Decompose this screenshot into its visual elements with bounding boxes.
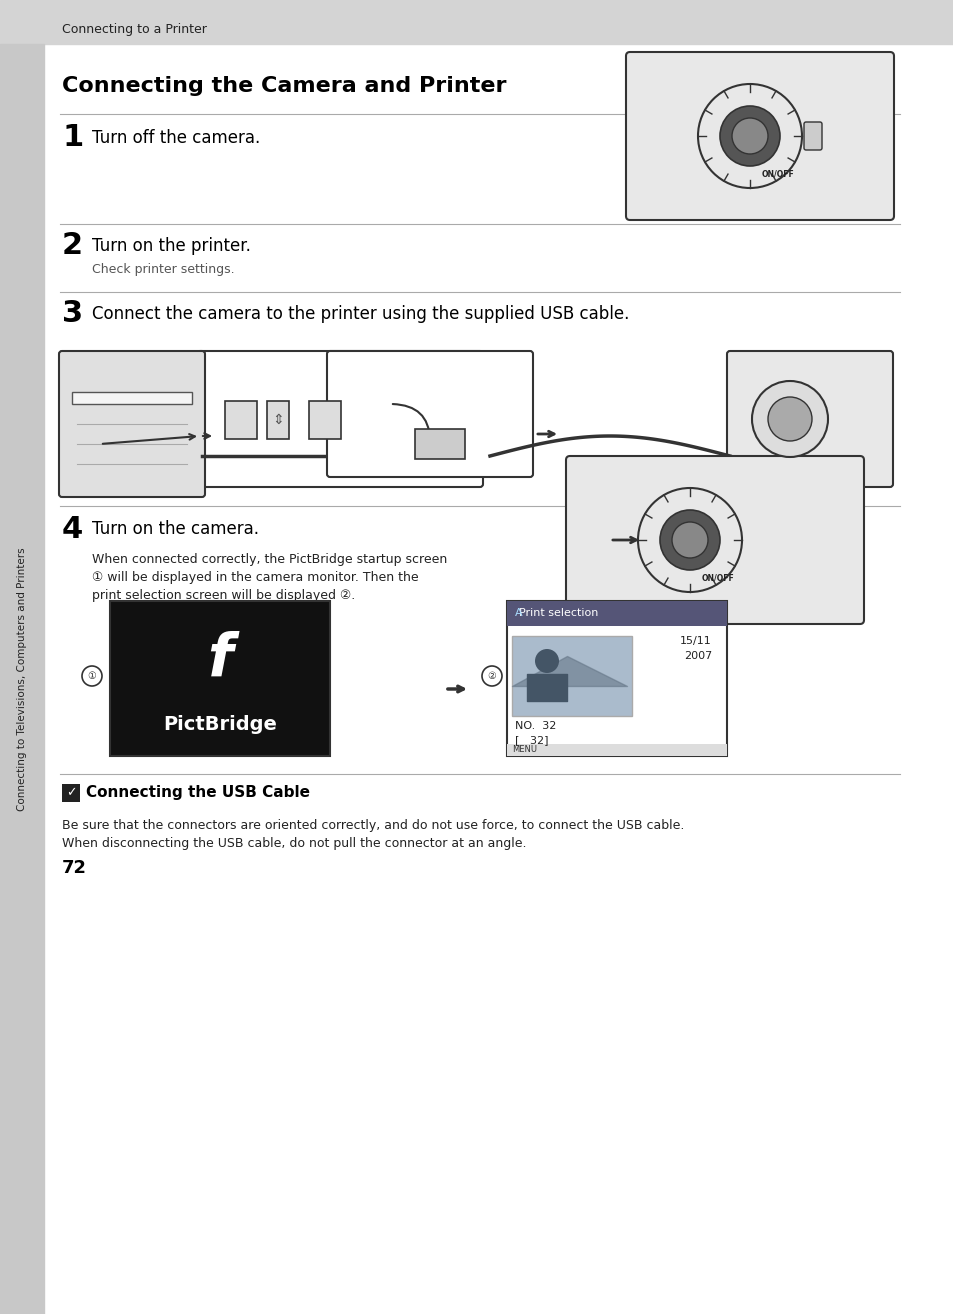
FancyBboxPatch shape: [327, 351, 533, 477]
Bar: [110, 600, 330, 756]
Text: 72: 72: [62, 859, 87, 876]
Text: Connecting to a Printer: Connecting to a Printer: [62, 22, 207, 35]
Text: ①: ①: [88, 671, 96, 681]
Text: When disconnecting the USB cable, do not pull the connector at an angle.: When disconnecting the USB cable, do not…: [62, 837, 526, 850]
Text: Check printer settings.: Check printer settings.: [91, 264, 234, 276]
Bar: [0, 43, 44, 1314]
Text: When connected correctly, the PictBridge startup screen: When connected correctly, the PictBridge…: [91, 552, 447, 565]
Bar: [512, 636, 631, 716]
Text: 3: 3: [62, 300, 83, 328]
Bar: [0, 0, 953, 43]
FancyBboxPatch shape: [565, 456, 863, 624]
Text: ②: ②: [487, 671, 496, 681]
Circle shape: [535, 649, 558, 673]
Text: Connect the camera to the printer using the supplied USB cable.: Connect the camera to the printer using …: [91, 305, 629, 323]
Bar: [71, 392, 192, 403]
Text: [   32]: [ 32]: [515, 735, 548, 745]
Text: Connecting the USB Cable: Connecting the USB Cable: [86, 786, 310, 800]
Bar: [225, 401, 256, 439]
Text: 15/11: 15/11: [679, 636, 711, 646]
Text: Connecting to Televisions, Computers and Printers: Connecting to Televisions, Computers and…: [17, 547, 27, 811]
Text: MENU: MENU: [512, 745, 537, 754]
Circle shape: [767, 397, 811, 442]
Text: 2: 2: [62, 231, 83, 260]
Text: Turn off the camera.: Turn off the camera.: [91, 129, 260, 147]
Bar: [62, 784, 80, 802]
Text: NO.  32: NO. 32: [515, 721, 556, 731]
FancyBboxPatch shape: [59, 351, 205, 497]
Bar: [267, 401, 289, 439]
Text: ON/OFF: ON/OFF: [700, 573, 734, 582]
Bar: [506, 600, 726, 756]
Text: ✓: ✓: [66, 787, 76, 799]
Text: Print selection: Print selection: [518, 608, 598, 618]
Bar: [309, 401, 340, 439]
FancyBboxPatch shape: [726, 351, 892, 487]
Text: print selection screen will be displayed ②.: print selection screen will be displayed…: [91, 589, 355, 602]
Text: f: f: [207, 631, 233, 687]
Circle shape: [671, 522, 707, 558]
Text: Be sure that the connectors are oriented correctly, and do not use force, to con: Be sure that the connectors are oriented…: [62, 820, 683, 833]
Text: Turn on the camera.: Turn on the camera.: [91, 520, 258, 537]
Text: Turn on the printer.: Turn on the printer.: [91, 237, 251, 255]
FancyBboxPatch shape: [196, 351, 482, 487]
Circle shape: [731, 118, 767, 154]
Bar: [506, 744, 726, 756]
FancyBboxPatch shape: [803, 122, 821, 150]
FancyBboxPatch shape: [625, 53, 893, 219]
Text: 1: 1: [62, 124, 83, 152]
Circle shape: [82, 666, 102, 686]
Circle shape: [481, 666, 501, 686]
Text: Connecting the Camera and Printer: Connecting the Camera and Printer: [62, 76, 506, 96]
Bar: [506, 600, 726, 625]
Text: PictBridge: PictBridge: [163, 715, 276, 733]
Text: 4: 4: [62, 515, 83, 544]
Text: ⇕: ⇕: [272, 413, 283, 427]
Text: A: A: [515, 608, 522, 618]
Text: ① will be displayed in the camera monitor. Then the: ① will be displayed in the camera monito…: [91, 570, 418, 583]
Text: 2007: 2007: [683, 650, 711, 661]
Circle shape: [659, 510, 720, 570]
Circle shape: [720, 106, 780, 166]
Text: ON/OFF: ON/OFF: [760, 170, 794, 179]
Bar: [415, 428, 464, 459]
Circle shape: [751, 381, 827, 457]
